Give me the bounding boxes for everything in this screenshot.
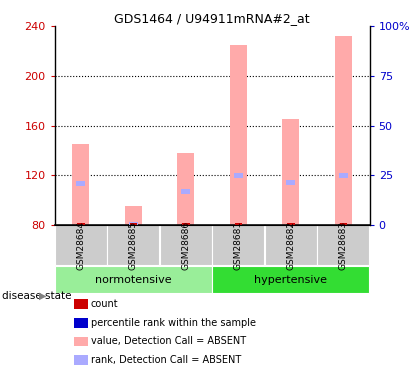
Bar bbox=[339, 223, 347, 226]
Bar bbox=[74, 337, 88, 346]
Bar bbox=[182, 223, 190, 226]
Text: GSM28684: GSM28684 bbox=[76, 221, 85, 270]
Bar bbox=[234, 223, 242, 226]
Text: GSM28686: GSM28686 bbox=[181, 221, 190, 270]
Text: normotensive: normotensive bbox=[95, 275, 172, 285]
Text: GSM28683: GSM28683 bbox=[339, 221, 348, 270]
Text: ▶: ▶ bbox=[39, 291, 47, 301]
Text: count: count bbox=[91, 299, 118, 309]
Text: rank, Detection Call = ABSENT: rank, Detection Call = ABSENT bbox=[91, 355, 241, 365]
Text: disease state: disease state bbox=[2, 291, 71, 301]
FancyBboxPatch shape bbox=[55, 225, 107, 265]
Bar bbox=[339, 172, 348, 178]
Text: GSM28681: GSM28681 bbox=[234, 221, 243, 270]
Bar bbox=[286, 180, 296, 185]
Bar bbox=[74, 355, 88, 365]
Bar bbox=[72, 144, 89, 225]
Title: GDS1464 / U94911mRNA#2_at: GDS1464 / U94911mRNA#2_at bbox=[114, 12, 310, 25]
Bar bbox=[74, 299, 88, 309]
Text: hypertensive: hypertensive bbox=[255, 275, 327, 285]
Text: percentile rank within the sample: percentile rank within the sample bbox=[91, 318, 256, 328]
Bar bbox=[125, 206, 142, 225]
Bar bbox=[77, 223, 85, 226]
Bar bbox=[335, 36, 352, 225]
FancyBboxPatch shape bbox=[213, 266, 369, 293]
Bar bbox=[76, 182, 86, 186]
Bar bbox=[74, 318, 88, 328]
FancyBboxPatch shape bbox=[213, 225, 264, 265]
Text: GSM28682: GSM28682 bbox=[286, 221, 295, 270]
FancyBboxPatch shape bbox=[265, 225, 317, 265]
Bar bbox=[230, 45, 247, 225]
Text: GSM28685: GSM28685 bbox=[129, 221, 138, 270]
Bar bbox=[177, 153, 194, 225]
Bar bbox=[287, 223, 295, 226]
Bar bbox=[181, 189, 191, 194]
FancyBboxPatch shape bbox=[318, 225, 369, 265]
Bar bbox=[129, 222, 138, 227]
Bar bbox=[282, 119, 299, 225]
FancyBboxPatch shape bbox=[160, 225, 212, 265]
Text: value, Detection Call = ABSENT: value, Detection Call = ABSENT bbox=[91, 336, 246, 346]
Bar bbox=[129, 223, 137, 226]
FancyBboxPatch shape bbox=[108, 225, 159, 265]
Bar bbox=[234, 172, 243, 178]
FancyBboxPatch shape bbox=[55, 266, 212, 293]
